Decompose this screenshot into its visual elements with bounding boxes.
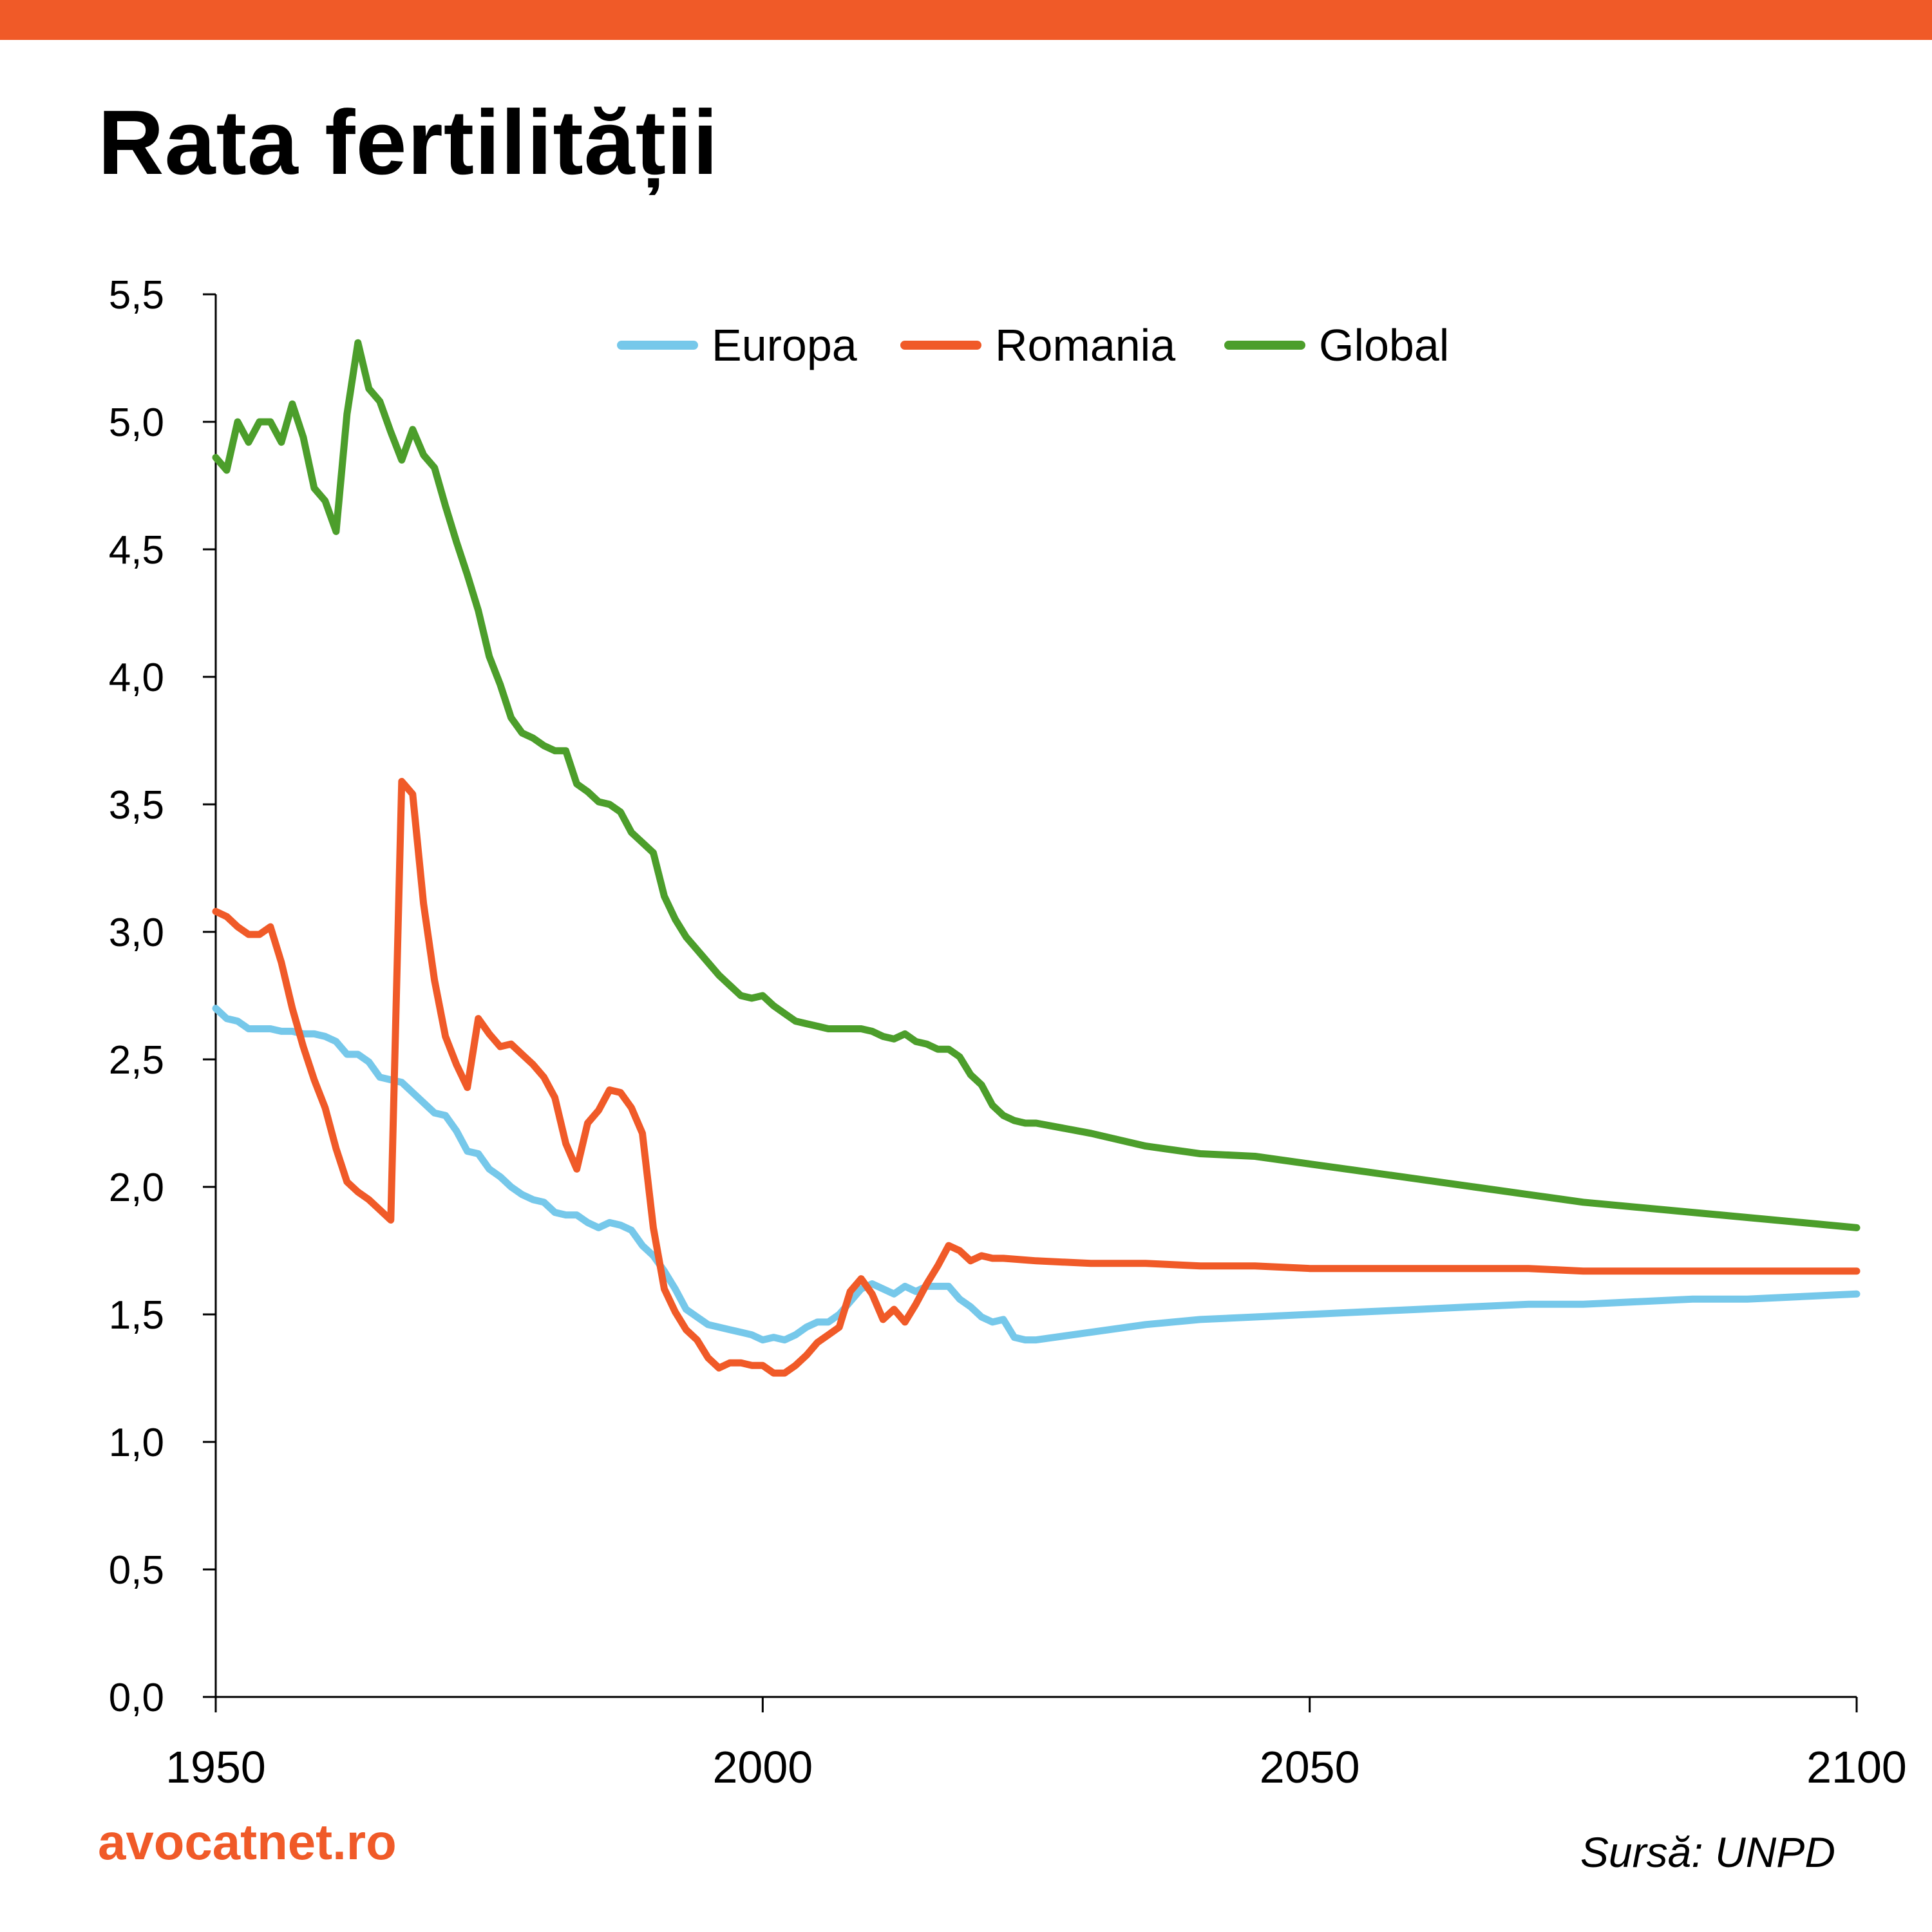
x-tick-label: 1950: [166, 1742, 266, 1792]
x-tick-label: 2050: [1260, 1742, 1360, 1792]
legend-label-romania: Romania: [995, 320, 1175, 370]
chart-axes: 0,0 0,5 1,0 1,5 2,0 2,5 3,0 3,5 4,0 4,5 5,0 5,5 1950…: [109, 273, 1907, 1792]
y-tick-label: 3,0: [109, 911, 164, 955]
x-tick-label: 2000: [712, 1742, 813, 1792]
chart-legend: Europa Romania Global: [617, 320, 1449, 370]
chart-title: Rata fertilității: [98, 91, 719, 194]
y-tick-label: 3,5: [109, 783, 164, 828]
y-tick-label: 2,0: [109, 1166, 164, 1210]
y-tick-label: 0,5: [109, 1548, 164, 1593]
series-line-romania: [212, 777, 1861, 1377]
y-tick-label: 1,5: [109, 1293, 164, 1338]
y-tick-label: 0,0: [109, 1676, 164, 1720]
source-note: Sursă: UNPD: [1580, 1828, 1835, 1876]
top-accent-bar: [0, 0, 1932, 40]
y-tick-label: 2,5: [109, 1038, 164, 1083]
x-tick-label: 2100: [1806, 1742, 1907, 1792]
y-tick-label: 4,5: [109, 528, 164, 573]
series-line-europa: [212, 1005, 1861, 1344]
y-tick-label: 5,5: [109, 273, 164, 317]
legend-label-europa: Europa: [712, 320, 857, 370]
y-tick-label: 1,0: [109, 1421, 164, 1465]
y-tick-label: 5,0: [109, 401, 164, 445]
y-tick-label: 4,0: [109, 656, 164, 700]
chart-series: [212, 339, 1861, 1377]
legend-label-global: Global: [1319, 320, 1449, 370]
series-line-global: [212, 339, 1861, 1231]
brand-label[interactable]: avocatnet.ro: [98, 1814, 397, 1870]
